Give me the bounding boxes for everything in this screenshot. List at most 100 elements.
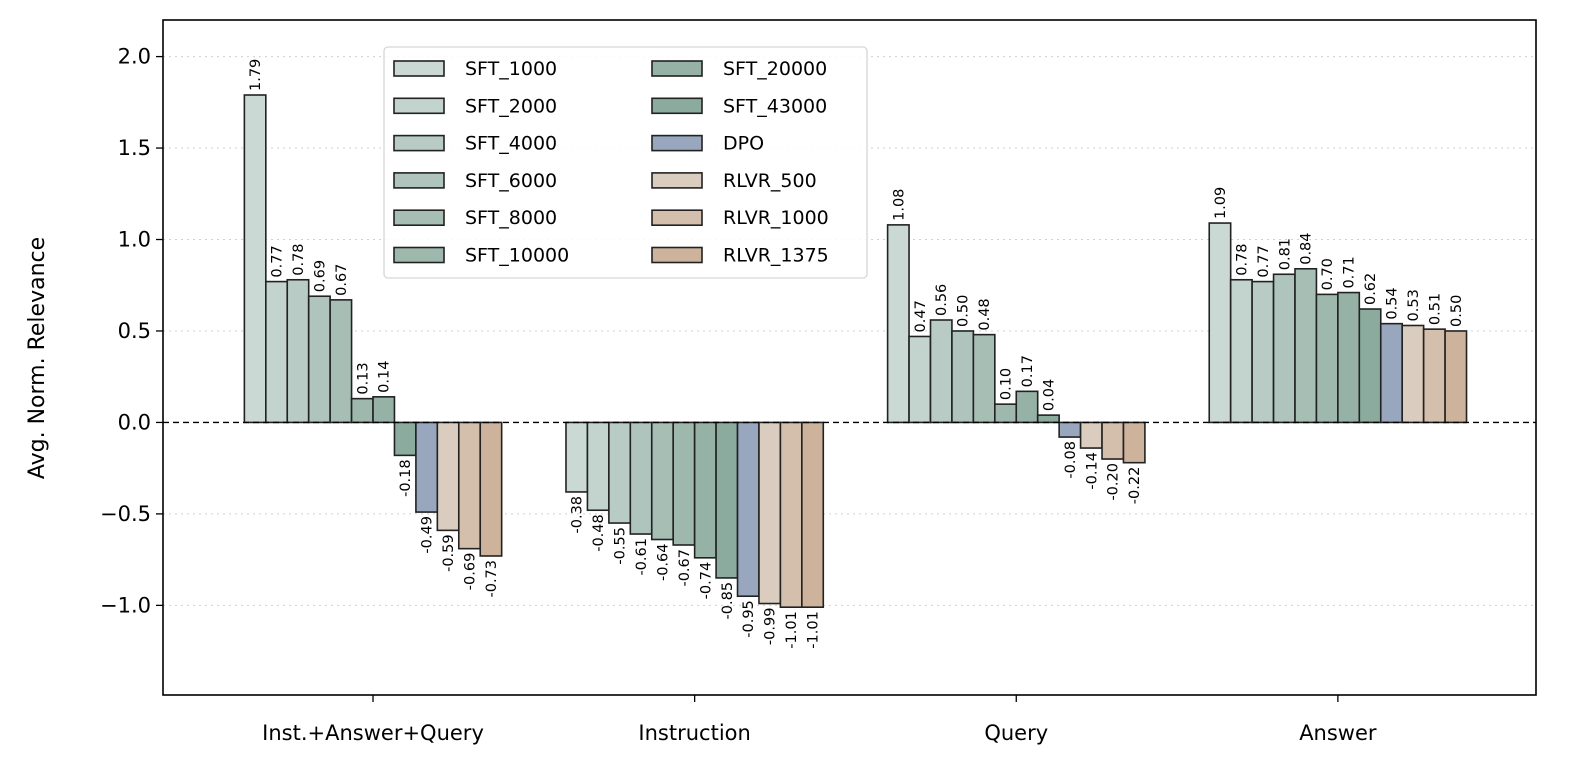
bar xyxy=(1358,308,1382,424)
bar xyxy=(415,421,439,513)
bar-value-label: 0.81 xyxy=(1277,238,1293,270)
y-tick-label: 0.5 xyxy=(118,319,151,343)
bar xyxy=(608,421,632,524)
bar xyxy=(1294,267,1318,424)
plot-frame xyxy=(162,19,1537,696)
bar-value-label: 0.14 xyxy=(377,361,393,393)
legend-swatch xyxy=(651,97,703,115)
legend-label: SFT_4000 xyxy=(465,133,557,155)
bar xyxy=(1401,324,1425,424)
legend-swatch xyxy=(651,172,703,189)
legend-label: SFT_6000 xyxy=(465,170,557,192)
bar xyxy=(715,421,739,579)
bar-value-label: 0.78 xyxy=(1234,243,1250,275)
bar xyxy=(758,421,782,605)
legend-label: DPO xyxy=(723,133,764,155)
bar xyxy=(1101,421,1125,460)
legend-item: SFT_1000 xyxy=(393,58,557,80)
bar-value-label: 0.84 xyxy=(1299,232,1315,264)
x-tick-label: Instruction xyxy=(638,721,750,745)
bar xyxy=(307,295,331,424)
bar xyxy=(372,396,396,424)
bar-value-label: 0.51 xyxy=(1427,293,1443,325)
bar-value-label: -0.95 xyxy=(741,600,757,638)
bar xyxy=(565,421,589,493)
bar-value-label: -0.20 xyxy=(1106,463,1122,501)
y-tick-label: 1.0 xyxy=(118,228,151,252)
legend-swatch xyxy=(393,246,445,264)
bar xyxy=(929,319,953,424)
bar-value-label: -0.61 xyxy=(634,538,650,576)
bar xyxy=(1122,421,1146,464)
bar-value-label: -0.73 xyxy=(484,560,500,598)
legend-label: SFT_10000 xyxy=(465,245,569,267)
bar xyxy=(1058,421,1082,438)
x-axis-ticks: Inst.+Answer+Query Instruction Query Answer xyxy=(262,695,1377,745)
legend-item: SFT_6000 xyxy=(393,170,557,192)
y-tick-label: −0.5 xyxy=(100,502,151,526)
bar-value-label: -0.49 xyxy=(420,516,436,554)
bar-value-label: -0.22 xyxy=(1127,467,1143,505)
legend-swatch xyxy=(651,134,703,152)
bar-value-labels: 1.79 0.77 0.78 0.69 0.67 0.13 0.14 -0.18 -0.49 -0… xyxy=(248,59,1465,649)
legend: SFT_1000 SFT_2000 SFT_4000 SFT_6000 SFT_8000… xyxy=(383,46,868,279)
bar xyxy=(350,397,374,424)
bar-value-label: 0.10 xyxy=(999,368,1015,400)
bar xyxy=(1272,273,1296,424)
bar-value-label: -0.69 xyxy=(463,553,479,591)
bar xyxy=(265,280,289,424)
bar-value-label: 0.78 xyxy=(291,243,307,275)
legend-label: SFT_20000 xyxy=(723,58,827,80)
legend-label: SFT_1000 xyxy=(465,58,557,80)
bar-value-label: 0.56 xyxy=(934,284,950,316)
bar xyxy=(243,94,267,424)
x-tick-label: Query xyxy=(984,721,1048,745)
legend-label: RLVR_1375 xyxy=(723,245,829,267)
legend-label: SFT_2000 xyxy=(465,95,557,117)
bar-value-label: 0.54 xyxy=(1384,287,1400,319)
bar-value-label: -0.74 xyxy=(698,562,714,600)
bar-value-label: 0.53 xyxy=(1406,289,1422,321)
bar xyxy=(672,421,696,546)
legend-box xyxy=(383,46,868,279)
legend-item: SFT_2000 xyxy=(393,95,557,117)
bar-value-label: 0.77 xyxy=(270,245,286,277)
bar-value-label: -0.14 xyxy=(1084,452,1100,490)
legend-item: SFT_43000 xyxy=(651,95,827,117)
legend-item: SFT_8000 xyxy=(393,207,557,229)
bar xyxy=(693,421,717,559)
bar xyxy=(1444,330,1468,424)
legend-label: SFT_8000 xyxy=(465,207,557,229)
bar-value-label: 0.77 xyxy=(1256,245,1272,277)
x-tick-label: Answer xyxy=(1299,721,1377,745)
bar xyxy=(994,403,1018,424)
legend-item: SFT_4000 xyxy=(393,133,557,155)
legend-label: RLVR_500 xyxy=(723,170,817,192)
bar xyxy=(1015,390,1039,424)
bar xyxy=(972,333,996,424)
bar-value-label: -0.48 xyxy=(591,514,607,552)
legend-item: SFT_10000 xyxy=(393,245,569,267)
bar xyxy=(586,421,610,512)
bar xyxy=(1251,280,1275,424)
bar-value-label: -0.59 xyxy=(441,534,457,572)
bars xyxy=(243,94,1468,608)
bar-value-label: -0.08 xyxy=(1063,441,1079,479)
bar xyxy=(650,421,674,541)
bar xyxy=(736,421,760,598)
bar xyxy=(779,421,803,608)
legend-label: SFT_43000 xyxy=(723,95,827,117)
legend-swatch xyxy=(651,246,703,264)
bar-value-label: 1.79 xyxy=(248,59,264,91)
bar xyxy=(393,421,417,457)
bar-value-label: 0.69 xyxy=(312,260,328,292)
bar-value-label: -0.38 xyxy=(570,496,586,534)
x-tick-label: Inst.+Answer+Query xyxy=(262,721,484,745)
bar-value-label: -0.85 xyxy=(720,582,736,620)
bar xyxy=(1229,278,1253,424)
bar xyxy=(1079,421,1103,449)
bar xyxy=(1422,328,1446,424)
legend-swatch xyxy=(651,60,703,77)
bar-value-label: 0.50 xyxy=(1449,295,1465,327)
legend-swatch xyxy=(393,60,445,77)
